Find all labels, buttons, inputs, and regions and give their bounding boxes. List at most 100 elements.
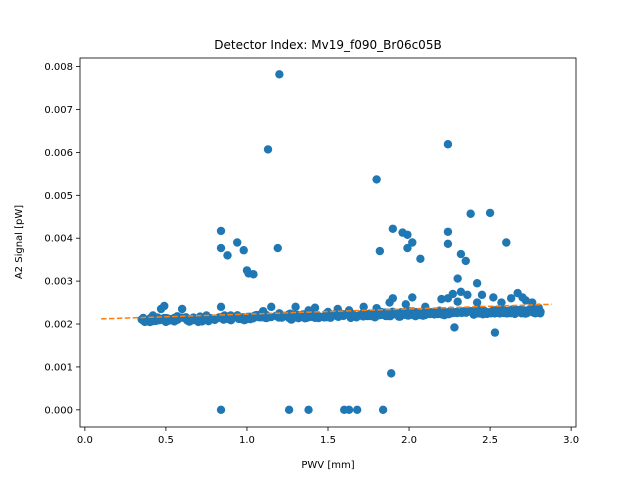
x-tick-label: 2.0 bbox=[401, 435, 417, 446]
fit-line bbox=[101, 303, 552, 320]
data-point bbox=[465, 307, 475, 316]
data-point bbox=[500, 306, 509, 316]
data-point bbox=[373, 310, 383, 320]
data-point bbox=[263, 145, 273, 154]
data-point bbox=[450, 323, 459, 332]
data-point bbox=[410, 309, 420, 318]
data-point bbox=[502, 238, 511, 247]
data-point bbox=[456, 249, 466, 259]
data-point bbox=[492, 308, 501, 317]
plot-background bbox=[80, 58, 576, 427]
data-point bbox=[388, 224, 398, 233]
data-point bbox=[380, 311, 390, 320]
data-point bbox=[516, 305, 525, 314]
y-axis-title: A2 Signal [pW] bbox=[14, 205, 25, 279]
data-point bbox=[233, 238, 242, 247]
data-point bbox=[372, 175, 381, 184]
data-point bbox=[223, 251, 232, 260]
y-tick-label: 0.004 bbox=[44, 234, 73, 245]
x-axis: 0.0 0.5 1.0 1.5 2.0 2.5 3.0 bbox=[77, 427, 579, 446]
x-tick-label: 3.0 bbox=[563, 435, 579, 446]
data-point bbox=[284, 313, 294, 322]
data-point bbox=[182, 315, 192, 324]
data-point bbox=[249, 270, 258, 279]
data-point bbox=[408, 238, 417, 247]
data-point bbox=[463, 290, 472, 300]
data-point bbox=[216, 226, 226, 236]
y-axis: 0.000 0.001 0.002 0.003 0.004 0.005 0.006 0.007… bbox=[44, 62, 80, 416]
y-tick-label: 0.007 bbox=[44, 105, 73, 116]
data-point bbox=[310, 303, 320, 312]
data-point bbox=[291, 302, 300, 312]
data-point bbox=[461, 256, 470, 266]
x-tick-label: 1.5 bbox=[320, 435, 336, 446]
data-point bbox=[378, 405, 388, 415]
data-point bbox=[453, 274, 462, 283]
data-point bbox=[408, 293, 417, 302]
data-point bbox=[226, 311, 235, 320]
x-tick-label: 0.5 bbox=[158, 435, 174, 446]
data-point bbox=[432, 307, 441, 316]
data-point bbox=[267, 302, 276, 312]
data-point bbox=[485, 208, 495, 218]
data-point bbox=[480, 306, 489, 316]
data-point bbox=[140, 317, 150, 327]
data-point bbox=[304, 405, 313, 415]
x-tick-label: 0.0 bbox=[77, 435, 93, 446]
data-point bbox=[315, 312, 324, 321]
data-point bbox=[490, 328, 500, 337]
data-point bbox=[403, 243, 412, 253]
data-point bbox=[421, 302, 430, 312]
data-point bbox=[344, 405, 354, 415]
y-tick-label: 0.005 bbox=[44, 191, 73, 202]
y-tick-label: 0.000 bbox=[44, 405, 73, 416]
data-point bbox=[194, 317, 203, 327]
data-point bbox=[466, 209, 475, 218]
data-point bbox=[443, 239, 453, 248]
data-point bbox=[453, 308, 462, 318]
data-point bbox=[387, 369, 396, 378]
data-point bbox=[177, 304, 187, 314]
data-point bbox=[323, 307, 333, 317]
data-point bbox=[456, 287, 466, 297]
y-tick-label: 0.003 bbox=[44, 277, 73, 288]
data-point bbox=[521, 296, 530, 305]
data-point bbox=[394, 310, 404, 320]
points-layer bbox=[137, 70, 545, 415]
data-point bbox=[534, 303, 543, 312]
y-tick-label: 0.006 bbox=[44, 148, 73, 159]
data-point bbox=[477, 290, 487, 300]
data-point bbox=[284, 405, 294, 415]
y-tick-label: 0.002 bbox=[44, 320, 73, 331]
data-point bbox=[401, 300, 411, 309]
data-point bbox=[273, 243, 282, 253]
chart-title: Detector Index: Mv19_f090_Br06c05B bbox=[214, 38, 441, 52]
data-point bbox=[359, 312, 368, 321]
data-point bbox=[241, 315, 251, 324]
y-tick-label: 0.008 bbox=[44, 62, 73, 73]
data-point bbox=[489, 293, 498, 302]
data-point bbox=[453, 297, 462, 306]
data-point bbox=[506, 294, 516, 303]
y-tick-label: 0.001 bbox=[44, 362, 73, 373]
data-point bbox=[437, 294, 446, 304]
data-point bbox=[234, 314, 244, 324]
data-point bbox=[497, 298, 506, 307]
plot-area bbox=[79, 57, 577, 428]
data-point bbox=[275, 70, 284, 79]
data-point bbox=[352, 405, 362, 415]
data-point bbox=[388, 294, 398, 303]
data-point bbox=[473, 307, 482, 317]
x-tick-label: 1.0 bbox=[239, 435, 255, 446]
data-point bbox=[472, 279, 482, 288]
data-point bbox=[160, 301, 169, 311]
data-point bbox=[216, 302, 226, 312]
data-point bbox=[416, 254, 425, 264]
x-tick-label: 2.5 bbox=[482, 435, 498, 446]
data-point bbox=[216, 405, 226, 415]
data-point bbox=[443, 227, 453, 236]
data-point bbox=[403, 230, 412, 239]
data-point bbox=[443, 140, 453, 149]
data-point bbox=[216, 243, 226, 253]
